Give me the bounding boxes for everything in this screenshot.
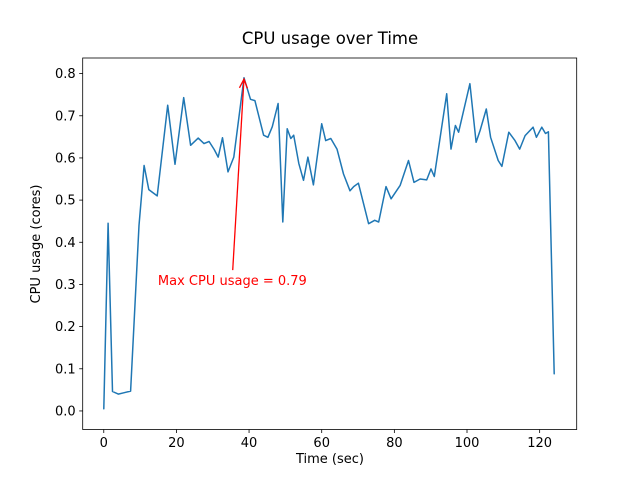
x-tick-label: 60	[313, 436, 330, 451]
annotation-arrowhead	[238, 77, 249, 89]
y-tick-label: 0.3	[55, 278, 76, 293]
y-tick-label: 0.2	[55, 320, 76, 335]
y-tick-label: 0.0	[55, 404, 76, 419]
x-tick-label: 20	[168, 436, 185, 451]
y-tick-label: 0.7	[55, 109, 76, 124]
annotation-arrow-shaft	[232, 79, 245, 271]
y-tick-label: 0.1	[55, 362, 76, 377]
x-axis-label: Time (sec)	[295, 452, 364, 467]
y-tick-label: 0.8	[55, 67, 76, 82]
y-tick-label: 0.6	[55, 151, 76, 166]
x-tick-label: 100	[455, 436, 480, 451]
y-tick-label: 0.4	[55, 236, 76, 251]
x-tick-label: 80	[386, 436, 403, 451]
y-axis-label: CPU usage (cores)	[29, 184, 44, 304]
max-cpu-annotation: Max CPU usage = 0.79	[157, 274, 307, 290]
x-tick-label: 0	[100, 436, 108, 451]
y-tick-label: 0.5	[55, 194, 76, 209]
plot-area	[82, 57, 578, 430]
x-tick-label: 120	[527, 436, 552, 451]
chart-title: CPU usage over Time	[241, 29, 419, 48]
x-tick-label: 40	[241, 436, 258, 451]
cpu-usage-line	[103, 77, 555, 410]
